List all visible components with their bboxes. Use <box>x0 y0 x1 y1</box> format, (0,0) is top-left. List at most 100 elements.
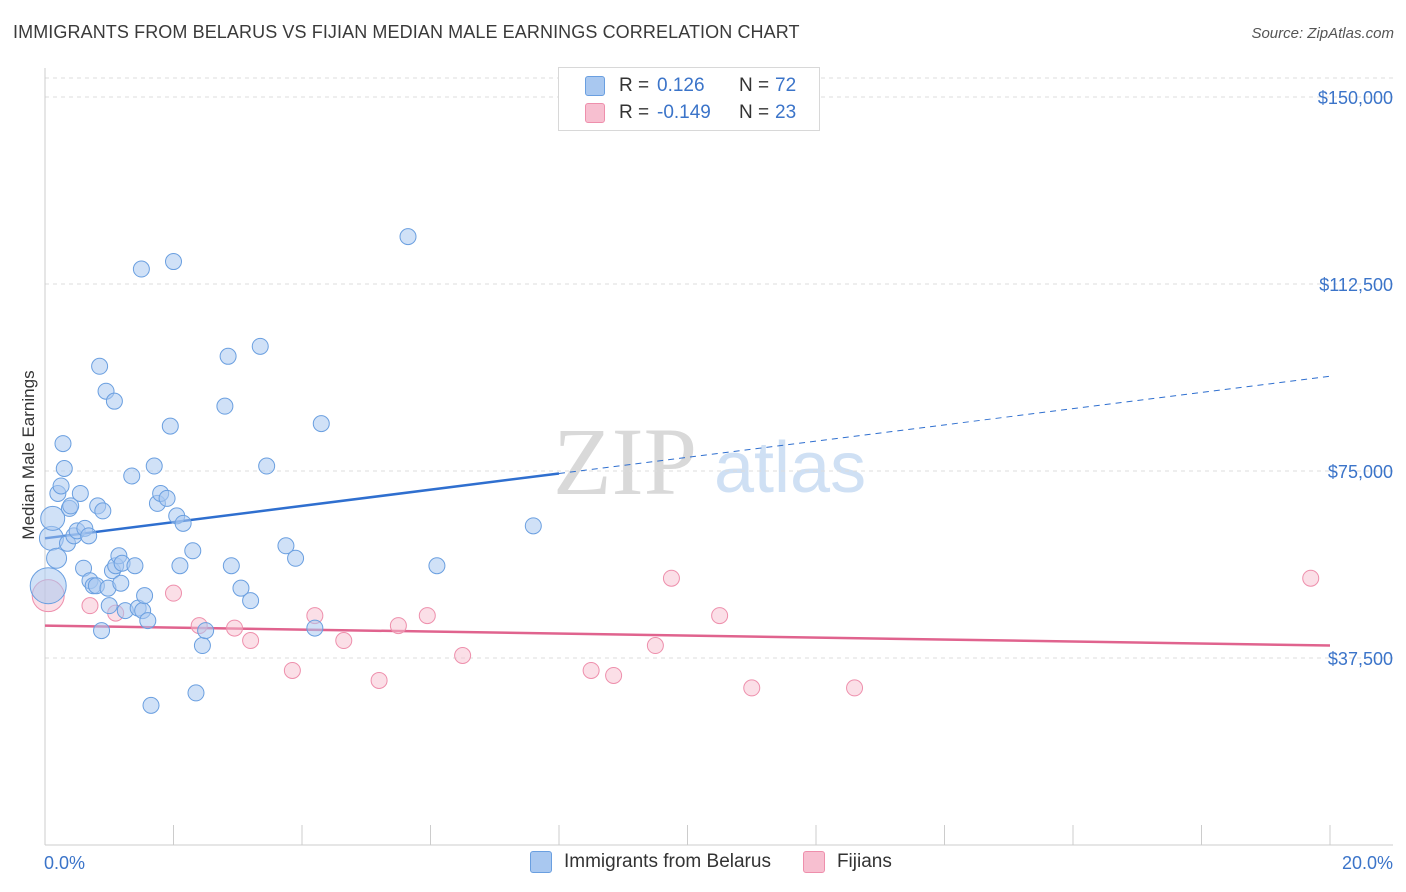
fijians-point <box>418 607 436 625</box>
y-tick-label: $37,500 <box>1328 649 1393 669</box>
belarus-point <box>126 557 144 575</box>
belarus-point <box>171 557 189 575</box>
belarus-point <box>306 619 324 637</box>
fijians-point <box>646 637 664 655</box>
belarus-point <box>94 502 112 520</box>
watermark-atlas: atlas <box>714 428 866 508</box>
scatter-points <box>29 228 1320 714</box>
belarus-point <box>46 547 68 569</box>
trend-lines <box>44 375 1331 647</box>
fijians-point <box>226 619 244 637</box>
x-tick-label-max: 20.0% <box>1342 853 1393 873</box>
belarus-point <box>287 549 305 567</box>
stats-row-belarus: R = 0.126 N = 72 <box>585 74 796 98</box>
fijians-legend-label: Fijians <box>836 851 892 872</box>
chart-source: Source: ZipAtlas.com <box>1251 25 1394 42</box>
belarus-point <box>187 684 205 702</box>
belarus-point <box>251 337 269 355</box>
belarus-point <box>62 497 80 515</box>
belarus-legend-swatch <box>530 851 552 873</box>
legend-item-fijians[interactable]: Fijians <box>802 851 892 873</box>
n-label: N = <box>739 75 770 96</box>
belarus-point <box>71 484 89 502</box>
legend-item-belarus[interactable]: Immigrants from Belarus <box>530 851 771 873</box>
belarus-point <box>91 357 109 375</box>
y-tick-label: $112,500 <box>1319 275 1393 295</box>
stats-row-fijians: R = -0.149 N = 23 <box>585 101 796 125</box>
belarus-point <box>219 347 237 365</box>
belarus-point <box>242 592 260 610</box>
belarus-point <box>93 622 111 640</box>
fijians-swatch <box>585 103 605 123</box>
belarus-point <box>80 527 98 545</box>
belarus-point <box>52 477 70 495</box>
r-label: R = <box>619 75 650 96</box>
fijians-point <box>242 632 260 650</box>
belarus-trend-line <box>44 472 560 540</box>
belarus-point <box>193 637 211 655</box>
fijians-point <box>370 671 388 689</box>
belarus-point <box>55 460 73 478</box>
n-value: 23 <box>775 102 797 123</box>
n-label: N = <box>739 102 770 123</box>
fijians-point <box>582 661 600 679</box>
belarus-point <box>123 467 141 485</box>
n-value: 72 <box>775 75 797 96</box>
belarus-point <box>145 457 163 475</box>
r-value: 0.126 <box>657 75 705 96</box>
fijians-point <box>1302 569 1320 587</box>
belarus-point <box>40 505 66 531</box>
belarus-point <box>54 435 72 453</box>
fijians-point <box>846 679 864 697</box>
grid <box>45 77 1393 659</box>
belarus-point <box>312 415 330 433</box>
belarus-point <box>29 567 67 605</box>
series-legend: Immigrants from Belarus Fijians <box>530 851 924 873</box>
belarus-point <box>105 392 123 410</box>
y-axis-label-group: Median Male Earnings <box>19 370 38 539</box>
fijians-point <box>389 617 407 635</box>
belarus-point <box>174 514 192 532</box>
belarus-point <box>524 517 542 535</box>
belarus-point <box>139 612 157 630</box>
fijians-point <box>283 661 301 679</box>
r-value: -0.149 <box>657 102 711 123</box>
tick-labels: $37,500 $75,000 $112,500 $150,000 0.0% 20.0% <box>44 88 1393 873</box>
y-tick-label: $150,000 <box>1318 88 1393 108</box>
chart-title: IMMIGRANTS FROM BELARUS VS FIJIAN MEDIAN… <box>13 22 800 42</box>
belarus-point <box>136 587 154 605</box>
belarus-point <box>132 260 150 278</box>
fijians-point <box>662 569 680 587</box>
belarus-point <box>232 579 250 597</box>
y-tick-label: $75,000 <box>1328 462 1393 482</box>
belarus-point <box>222 557 240 575</box>
fijians-trend-line <box>44 624 1331 647</box>
belarus-point <box>258 457 276 475</box>
belarus-point <box>158 489 176 507</box>
belarus-swatch <box>585 76 605 96</box>
fijians-point <box>335 632 353 650</box>
fijians-point <box>743 679 761 697</box>
fijians-legend-swatch <box>802 851 825 873</box>
fijians-point <box>165 584 182 602</box>
x-tick-label-min: 0.0% <box>44 853 85 873</box>
fijians-point <box>605 666 623 684</box>
belarus-point <box>399 228 417 246</box>
belarus-point <box>428 557 446 575</box>
fijians-point <box>454 647 472 665</box>
fijians-point <box>711 607 729 625</box>
fijians-point <box>81 597 99 615</box>
y-axis-label: Median Male Earnings <box>19 370 38 539</box>
watermark-zip: ZIP <box>553 408 697 515</box>
belarus-point <box>197 622 215 640</box>
stats-legend: R = 0.126 N = 72 R = -0.149 N = 23 <box>558 67 820 131</box>
belarus-point <box>165 253 182 271</box>
belarus-point <box>277 537 295 555</box>
belarus-point <box>161 417 179 435</box>
r-label: R = <box>619 102 650 123</box>
belarus-point <box>112 574 130 592</box>
belarus-legend-label: Immigrants from Belarus <box>564 851 771 872</box>
belarus-trend-line-projected <box>558 375 1331 474</box>
belarus-point <box>142 696 160 714</box>
